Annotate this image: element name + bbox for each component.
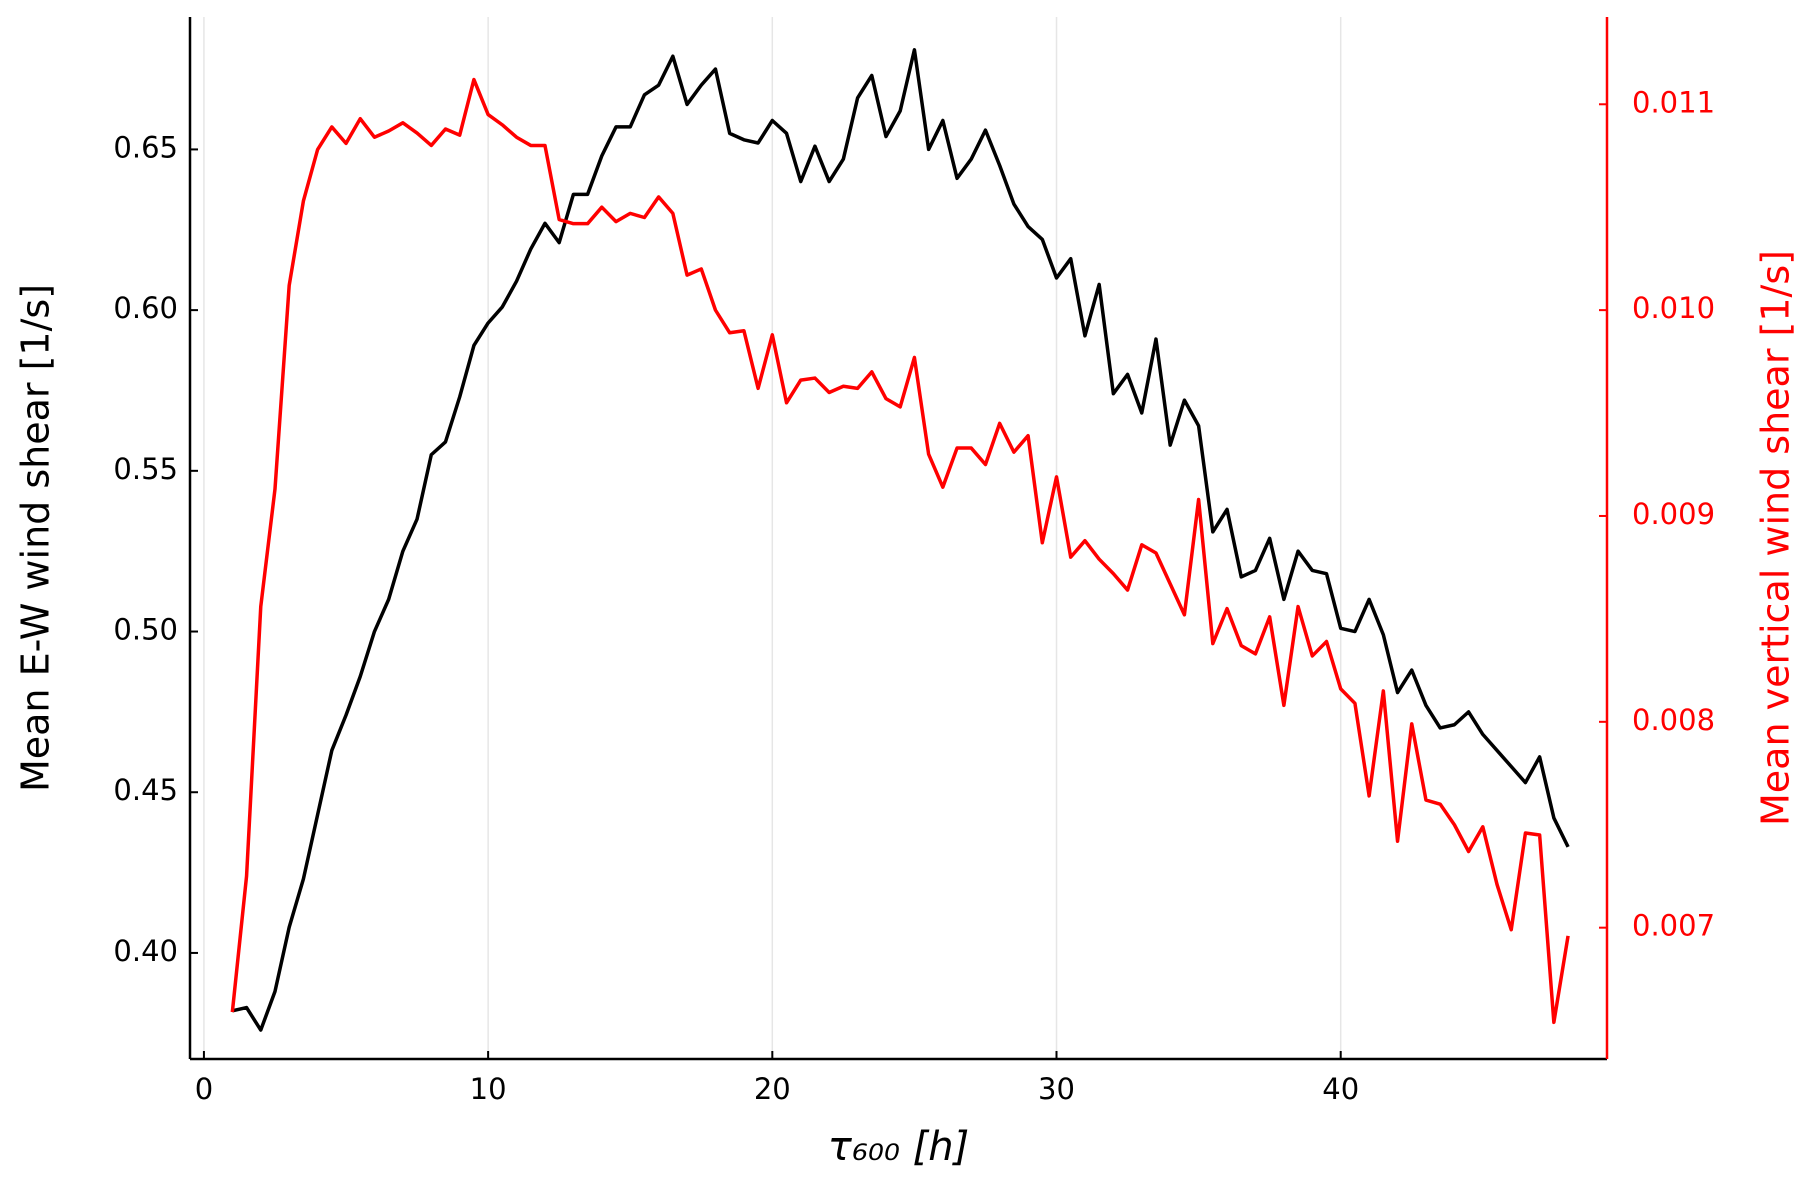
series-line: [230, 77, 1570, 1025]
y2-tick-label: 0.009: [1632, 497, 1715, 531]
y-tick-label: 0.40: [113, 934, 178, 968]
x-tick-label: 0: [195, 1072, 213, 1106]
y2-tick-label: 0.007: [1632, 909, 1715, 943]
y-tick-label: 0.50: [113, 613, 178, 647]
y-tick-label: 0.45: [113, 773, 178, 807]
y2-axis-label: Mean vertical wind shear [1/s]: [1754, 250, 1798, 826]
x-tick-label: 40: [1322, 1072, 1359, 1106]
series-line: [231, 48, 1570, 1032]
x-axis-label: τ₆₀₀ [h]: [828, 1124, 969, 1170]
y-tick-label: 0.55: [113, 452, 178, 486]
y2-tick-label: 0.008: [1632, 703, 1715, 737]
y-tick-label: 0.65: [113, 130, 178, 164]
y-axis-label: Mean E-W wind shear [1/s]: [14, 284, 58, 792]
y2-tick-label: 0.011: [1632, 85, 1715, 119]
x-tick-label: 20: [754, 1072, 791, 1106]
y-tick-label: 0.60: [113, 291, 178, 325]
y2-tick-label: 0.010: [1632, 291, 1715, 325]
x-tick-label: 30: [1038, 1072, 1075, 1106]
x-tick-label: 10: [470, 1072, 507, 1106]
